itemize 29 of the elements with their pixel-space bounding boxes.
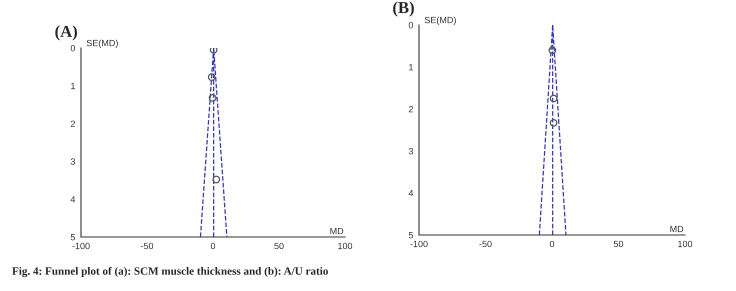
y-tick-label: 5 [70, 234, 76, 240]
y-tick-label: 2 [408, 106, 413, 112]
x-tick-label: -50 [140, 242, 154, 250]
y-tick-label: 5 [408, 232, 414, 238]
x-tick-label: -100 [72, 242, 90, 250]
caption: Fig. 4: Funnel plot of (a): SCM muscle thickness and (b): A/U ratio [12, 266, 328, 278]
x-tick-label: -50 [479, 240, 492, 248]
x-tick-label: 50 [274, 242, 284, 250]
x-axis-title: MD [330, 228, 344, 234]
y-tick-label: 0 [408, 22, 414, 28]
y-tick-label: 1 [409, 64, 414, 70]
y-axis-title: SE(MD) [86, 40, 118, 48]
chart-title: (B) [393, 1, 414, 17]
y-tick-label: 3 [70, 158, 76, 165]
x-tick-label: 0 [210, 242, 216, 250]
x-tick-label: 100 [678, 240, 692, 248]
y-tick-label: 3 [408, 148, 414, 154]
y-tick-label: 0 [70, 44, 76, 52]
x-tick-label: 100 [338, 242, 352, 250]
x-axis-title: MD [670, 226, 684, 232]
y-tick-label: 4 [70, 196, 76, 202]
y-tick-label: 1 [71, 82, 76, 90]
x-tick-label: 0 [550, 240, 554, 248]
x-tick-label: 50 [614, 240, 624, 248]
x-tick-label: -100 [410, 240, 428, 248]
y-tick-label: 4 [408, 190, 414, 196]
chart-title: (A) [55, 25, 78, 40]
y-tick-label: 2 [70, 120, 75, 127]
y-axis-title: SE(MD) [424, 16, 456, 25]
